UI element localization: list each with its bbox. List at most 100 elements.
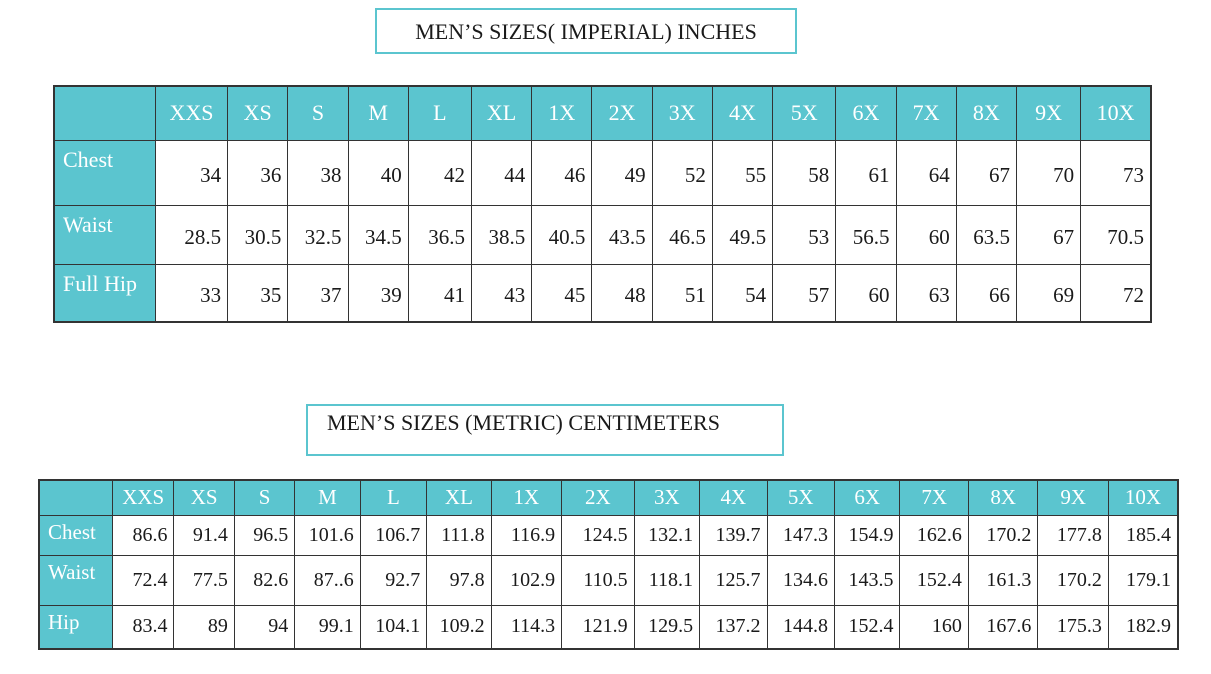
table-cell: 124.5 xyxy=(561,514,635,556)
imperial-size-table: XXS XS S M L XL 1X 2X 3X 4X 5X 6X 7X 8X … xyxy=(53,85,1152,323)
row-label: Hip xyxy=(38,604,114,650)
size-header: L xyxy=(359,479,428,516)
table-cell: 45 xyxy=(531,263,593,323)
table-cell: 40.5 xyxy=(531,204,593,265)
table-cell: 91.4 xyxy=(173,514,235,556)
size-header: 4X xyxy=(711,85,774,141)
table-cell: 92.7 xyxy=(359,554,428,606)
table-cell: 185.4 xyxy=(1107,514,1179,556)
table-cell: 89 xyxy=(173,604,235,650)
table-cell: 39 xyxy=(347,263,409,323)
size-header: 10X xyxy=(1107,479,1179,516)
table-cell: 34 xyxy=(154,139,229,206)
size-header: 9X xyxy=(1015,85,1082,141)
metric-title: MEN’S SIZES (METRIC) CENTIMETERS xyxy=(306,404,784,456)
table-cell: 152.4 xyxy=(833,604,901,650)
table-cell: 60 xyxy=(895,204,957,265)
table-cell: 33 xyxy=(154,263,229,323)
size-header: XS xyxy=(173,479,235,516)
table-cell: 44 xyxy=(470,139,533,206)
table-cell: 72.4 xyxy=(112,554,175,606)
table-cell: 175.3 xyxy=(1037,604,1109,650)
table-row: Waist 72.4 77.5 82.6 87..6 92.7 97.8 102… xyxy=(38,554,1179,606)
size-header: 8X xyxy=(955,85,1017,141)
size-header: 5X xyxy=(772,85,837,141)
table-cell: 66 xyxy=(955,263,1017,323)
table-cell: 57 xyxy=(772,263,837,323)
imperial-title: MEN’S SIZES( IMPERIAL) INCHES xyxy=(375,8,797,54)
row-label: Full Hip xyxy=(53,263,156,323)
table-cell: 129.5 xyxy=(633,604,701,650)
size-header: 2X xyxy=(591,85,653,141)
table-cell: 38.5 xyxy=(470,204,533,265)
table-cell: 99.1 xyxy=(294,604,361,650)
table-cell: 179.1 xyxy=(1107,554,1179,606)
table-cell: 147.3 xyxy=(766,514,836,556)
table-cell: 61 xyxy=(835,139,897,206)
table-cell: 109.2 xyxy=(426,604,492,650)
table-cell: 36 xyxy=(227,139,289,206)
table-cell: 144.8 xyxy=(766,604,836,650)
table-cell: 170.2 xyxy=(967,514,1039,556)
size-header: 6X xyxy=(835,85,897,141)
table-cell: 42 xyxy=(407,139,472,206)
row-label: Chest xyxy=(38,514,114,556)
size-header: XS xyxy=(227,85,289,141)
table-cell: 167.6 xyxy=(967,604,1039,650)
table-cell: 38 xyxy=(287,139,349,206)
size-header: 1X xyxy=(490,479,563,516)
table-cell: 30.5 xyxy=(227,204,289,265)
size-header: 8X xyxy=(967,479,1039,516)
size-header: S xyxy=(287,85,349,141)
row-label: Waist xyxy=(53,204,156,265)
size-header: 10X xyxy=(1080,85,1152,141)
size-header: 2X xyxy=(561,479,635,516)
table-cell: 63.5 xyxy=(955,204,1017,265)
size-header: M xyxy=(294,479,361,516)
corner-cell xyxy=(53,85,156,141)
table-cell: 32.5 xyxy=(287,204,349,265)
size-header: 7X xyxy=(899,479,969,516)
table-cell: 40 xyxy=(347,139,409,206)
table-cell: 64 xyxy=(895,139,957,206)
table-cell: 110.5 xyxy=(561,554,635,606)
table-cell: 102.9 xyxy=(490,554,563,606)
table-cell: 139.7 xyxy=(699,514,768,556)
header-row: XXS XS S M L XL 1X 2X 3X 4X 5X 6X 7X 8X … xyxy=(38,479,1179,516)
table-cell: 55 xyxy=(711,139,774,206)
table-cell: 161.3 xyxy=(967,554,1039,606)
table-cell: 94 xyxy=(233,604,296,650)
table-cell: 137.2 xyxy=(699,604,768,650)
size-header: XXS xyxy=(154,85,229,141)
table-cell: 35 xyxy=(227,263,289,323)
table-cell: 48 xyxy=(591,263,653,323)
table-cell: 104.1 xyxy=(359,604,428,650)
size-header: 3X xyxy=(651,85,713,141)
size-header: 5X xyxy=(766,479,836,516)
table-cell: 41 xyxy=(407,263,472,323)
table-cell: 118.1 xyxy=(633,554,701,606)
table-cell: 43 xyxy=(470,263,533,323)
table-cell: 77.5 xyxy=(173,554,235,606)
table-row: Hip 83.4 89 94 99.1 104.1 109.2 114.3 12… xyxy=(38,604,1179,650)
table-cell: 152.4 xyxy=(899,554,969,606)
table-cell: 86.6 xyxy=(112,514,175,556)
header-row: XXS XS S M L XL 1X 2X 3X 4X 5X 6X 7X 8X … xyxy=(53,85,1152,141)
table-cell: 82.6 xyxy=(233,554,296,606)
table-cell: 106.7 xyxy=(359,514,428,556)
table-cell: 116.9 xyxy=(490,514,563,556)
row-label: Waist xyxy=(38,554,114,606)
table-cell: 58 xyxy=(772,139,837,206)
table-row: Chest 86.6 91.4 96.5 101.6 106.7 111.8 1… xyxy=(38,514,1179,556)
table-cell: 70 xyxy=(1015,139,1082,206)
table-cell: 160 xyxy=(899,604,969,650)
table-cell: 69 xyxy=(1015,263,1082,323)
table-row: Full Hip 33 35 37 39 41 43 45 48 51 54 5… xyxy=(53,263,1152,323)
table-cell: 36.5 xyxy=(407,204,472,265)
size-header: 4X xyxy=(699,479,768,516)
table-cell: 53 xyxy=(772,204,837,265)
size-header: 1X xyxy=(531,85,593,141)
table-cell: 114.3 xyxy=(490,604,563,650)
table-cell: 67 xyxy=(1015,204,1082,265)
size-header: L xyxy=(407,85,472,141)
